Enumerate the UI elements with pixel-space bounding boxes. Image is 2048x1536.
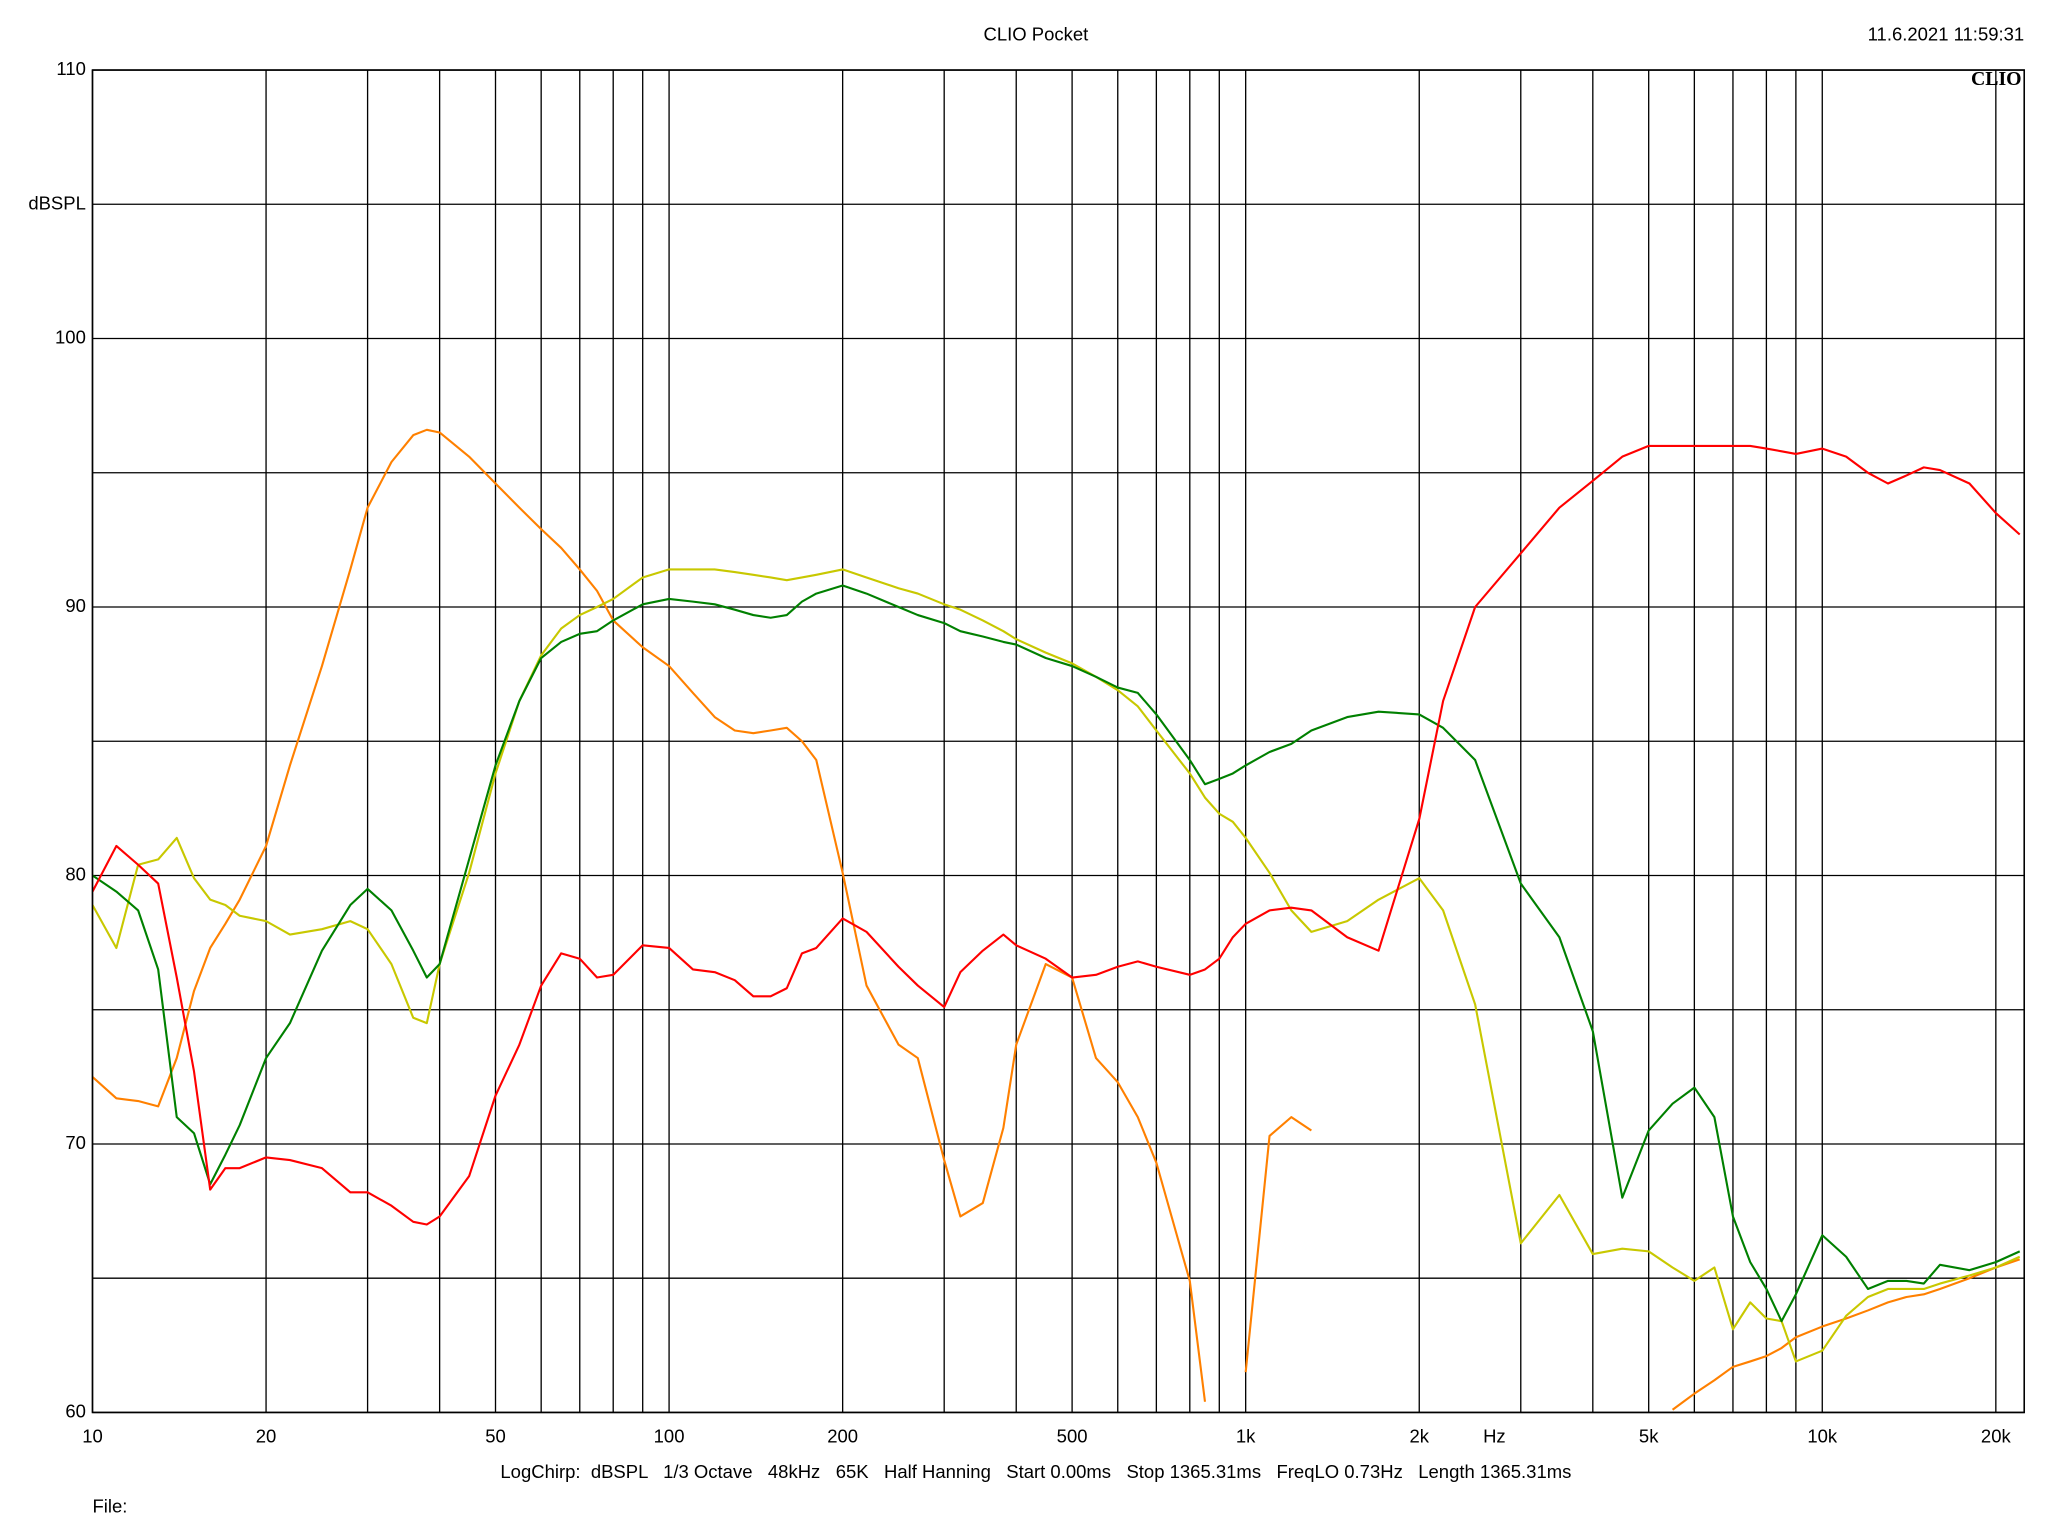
x-tick-label: 500 [1057,1425,1088,1446]
x-tick-label: 20k [1981,1425,2012,1446]
y-tick-label: 100 [55,326,86,347]
response-curve [92,428,2021,1411]
y-tick-label: 60 [65,1400,86,1421]
footer: LogChirp: dBSPL 1/3 Octave 48kHz 65K Hal… [500,1461,1571,1482]
x-tick-label: 1k [1236,1425,1256,1446]
response-curve [92,444,2021,1226]
timestamp: 11.6.2021 11:59:31 [1868,24,2025,45]
chart-title: CLIO Pocket [983,24,1088,45]
x-tick-label: 10 [82,1425,103,1446]
y-tick-label: 90 [65,595,86,616]
x-tick-label: 200 [827,1425,858,1446]
x-tick-label: 20 [256,1425,277,1446]
file-label: File: [92,1495,127,1516]
x-tick-label: 5k [1639,1425,1659,1446]
logo: CLIO [1971,68,2022,90]
x-tick-label: 100 [654,1425,685,1446]
y-axis-label: dBSPL [28,193,86,214]
y-tick-label: 110 [56,58,85,79]
x-tick-label: 10k [1807,1425,1838,1446]
y-tick-label: 70 [65,1132,86,1153]
x-tick-label: 50 [485,1425,506,1446]
x-axis-label: Hz [1483,1425,1506,1446]
response-curve [92,584,2021,1323]
y-tick-label: 80 [65,863,86,884]
response-curve [92,568,2021,1363]
x-tick-label: 2k [1409,1425,1429,1446]
curves [92,428,2021,1411]
plot-frame [91,69,2026,1414]
